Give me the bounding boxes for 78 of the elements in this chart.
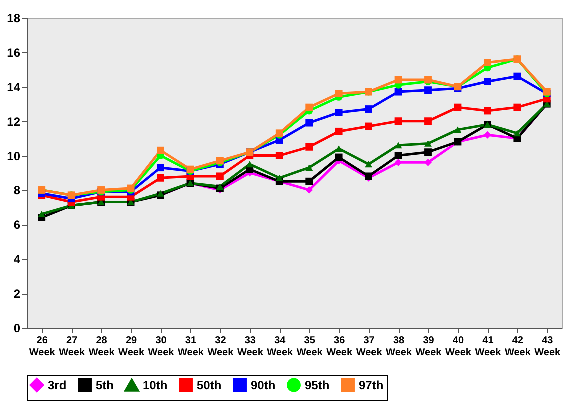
point	[484, 78, 492, 86]
point	[306, 143, 314, 151]
x-tick-label: 39 Week	[416, 336, 442, 358]
point	[424, 158, 432, 166]
point	[454, 126, 462, 134]
x-tick-label: 36 Week	[326, 336, 353, 358]
x-tick-label: 31 Week	[178, 336, 204, 358]
point	[394, 118, 402, 126]
x-tick-label: 34 Week	[267, 336, 294, 358]
point	[157, 164, 164, 172]
point	[484, 59, 492, 66]
y-tick-label: 2	[14, 287, 21, 302]
point	[514, 130, 522, 137]
legend-label: 5th	[96, 378, 114, 392]
y-tick-label: 8	[14, 184, 21, 198]
x-tick-label: 27 Week	[59, 336, 86, 358]
point	[484, 131, 492, 139]
x-tick-label: 35 Week	[296, 336, 324, 358]
point	[424, 148, 432, 156]
point	[335, 128, 343, 136]
point	[276, 152, 284, 160]
point	[157, 146, 164, 154]
x-tick-label: 28 Week	[88, 336, 116, 358]
point	[394, 158, 402, 166]
x-tick-label: 40 Week	[445, 336, 472, 358]
y-tick-label: 18	[7, 12, 21, 26]
point	[157, 174, 164, 182]
point	[365, 122, 373, 130]
y-tick-label: 16	[7, 46, 21, 60]
point	[484, 107, 492, 115]
point	[424, 86, 432, 94]
point	[276, 174, 284, 182]
y-tick-label: 6	[14, 218, 21, 232]
point	[306, 164, 314, 172]
y-tick-label: 4	[14, 252, 21, 267]
point	[394, 142, 402, 149]
point	[306, 119, 314, 127]
x-tick-label: 32 Week	[208, 336, 234, 358]
point	[306, 178, 314, 186]
legend-label: 97th	[359, 378, 384, 392]
point	[335, 146, 343, 152]
point	[216, 172, 224, 180]
point	[335, 90, 343, 98]
point	[306, 104, 314, 112]
point	[514, 72, 522, 80]
point	[394, 88, 402, 96]
y-tick-label: 0	[14, 322, 21, 336]
point	[454, 104, 462, 112]
y-tick-label: 14	[7, 80, 21, 94]
x-tick-label: 42 Week	[504, 336, 532, 358]
point	[514, 104, 522, 112]
y-tick-label: 12	[7, 114, 21, 129]
point	[365, 106, 373, 113]
legend-label: 95th	[305, 378, 330, 392]
x-tick-label: 33 Week	[237, 336, 264, 358]
point	[157, 190, 164, 197]
x-tick-label: 37 Week	[356, 336, 383, 358]
x-tick-label: 26 Week	[29, 336, 56, 358]
point	[394, 152, 402, 160]
point	[306, 186, 314, 194]
point	[424, 118, 432, 126]
point	[38, 211, 46, 218]
point	[365, 161, 373, 168]
x-tick-label: 29 Week	[118, 336, 145, 358]
point	[424, 140, 432, 147]
legend-label: 3rd	[48, 378, 67, 392]
x-tick-label: 41 Week	[475, 336, 502, 358]
point	[335, 109, 343, 116]
x-tick-label: 38 Week	[386, 336, 412, 358]
point	[246, 161, 254, 168]
point	[335, 154, 343, 162]
x-tick-label: 30 Week	[148, 336, 175, 358]
x-tick-label: 43 Week	[534, 336, 562, 358]
y-tick-label: 10	[7, 149, 21, 164]
legend-label: 90th	[251, 378, 276, 392]
legend-label: 10th	[143, 378, 168, 393]
legend-label: 50th	[197, 378, 222, 392]
point	[216, 184, 224, 190]
